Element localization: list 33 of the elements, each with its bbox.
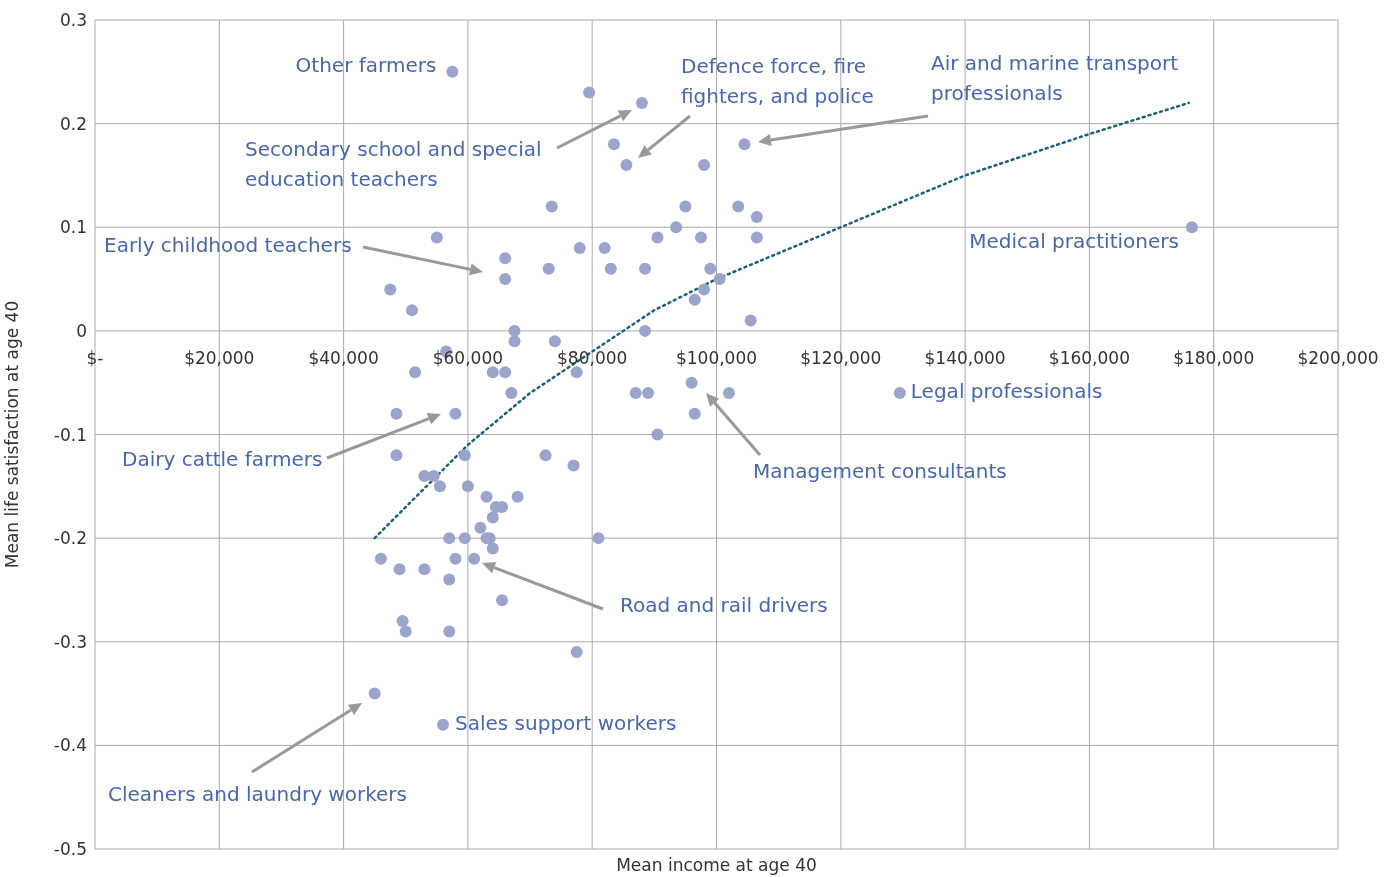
annotation: Secondary school and special education teachers [245, 136, 543, 193]
y-tick-label: -0.1 [53, 424, 87, 445]
y-axis-title: Mean life satisfaction at age 40 [2, 300, 23, 569]
y-tick-label: 0 [76, 320, 87, 341]
y-tick-label: -0.2 [53, 528, 87, 549]
annotation: Legal professionals [910, 378, 1104, 406]
y-tick-label: 0.1 [59, 217, 87, 238]
x-tick-label: $40,000 [308, 347, 379, 368]
annotation: Other farmers [294, 51, 437, 79]
x-tick-label: $60,000 [432, 347, 504, 368]
annotation: Cleaners and laundry workers [108, 781, 408, 808]
annotation: Medical practitioners [968, 228, 1179, 256]
annotation: Dairy cattle farmers [122, 446, 324, 473]
y-tick-label: -0.3 [53, 631, 87, 652]
x-tick-label: $20,000 [184, 347, 255, 368]
x-tick-label: $- [86, 347, 104, 368]
y-tick-label: -0.4 [53, 735, 87, 756]
x-tick-label: $160,000 [1048, 347, 1130, 368]
annotation: Early childhood teachers [104, 232, 353, 259]
annotation: Management consultants [753, 458, 1008, 485]
x-axis-title: Mean income at age 40 [616, 855, 817, 875]
y-tick-label: 0.3 [59, 10, 87, 31]
x-tick-label: $140,000 [924, 347, 1006, 368]
annotation: Sales support workers [455, 709, 678, 737]
y-tick-label: 0.2 [59, 113, 87, 134]
annotation: Road and rail drivers [620, 592, 829, 619]
x-tick-label: $180,000 [1173, 347, 1255, 368]
x-tick-label: $120,000 [800, 347, 882, 368]
y-tick-label: -0.5 [53, 839, 87, 860]
x-tick-label: $200,000 [1297, 347, 1379, 368]
annotation: Air and marine transport professionals [931, 50, 1180, 107]
annotation: Defence force, fire fighters, and police [681, 53, 875, 110]
x-tick-label: $100,000 [675, 347, 758, 368]
